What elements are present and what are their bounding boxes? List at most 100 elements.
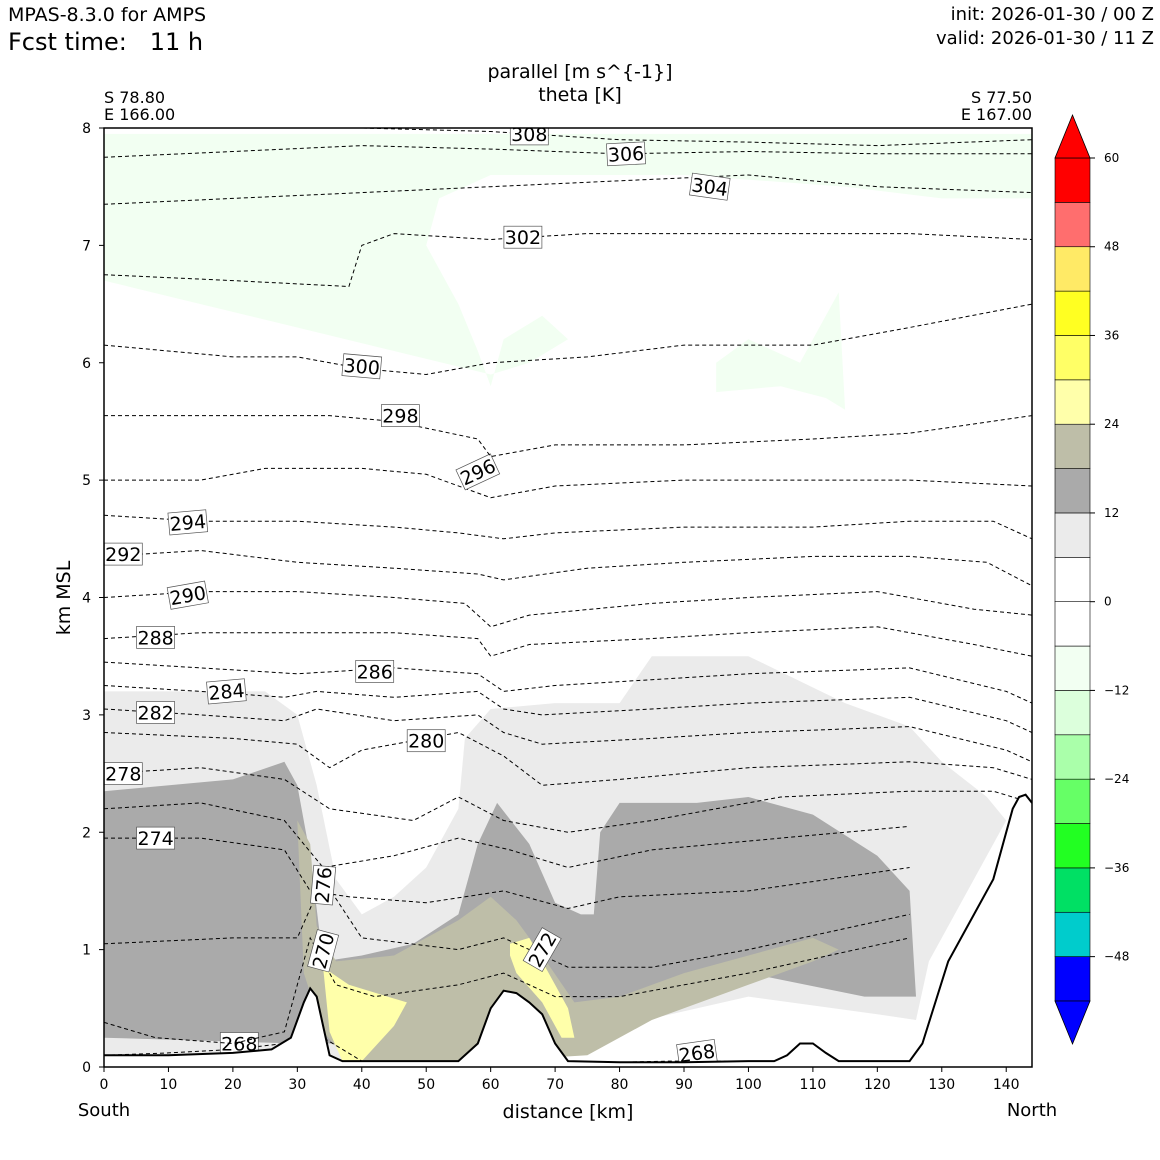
y-tick-label: 3	[82, 708, 91, 724]
theta-contour-label-box	[689, 172, 731, 201]
colorbar-tick-label: 12	[1104, 506, 1119, 520]
theta-contour-line-304	[104, 174, 1032, 205]
colorbar: −48 −36 −24 −12 0 12 24 36 48 60	[1054, 113, 1129, 1046]
x-tick-label: 100	[735, 1077, 762, 1093]
forecast-time-label: Fcst time:	[8, 28, 127, 56]
theta-contour-line-306	[104, 145, 1032, 158]
theta-contour-line-290	[104, 591, 1032, 628]
colorbar-segment	[1054, 423, 1091, 469]
theta-contour-274: 274	[104, 826, 910, 910]
theta-contour-label-290: 290	[166, 580, 209, 610]
forecast-time-value: 11 h	[149, 28, 204, 56]
x-tick-label: 10	[160, 1077, 178, 1093]
theta-contour-306: 306	[104, 141, 1032, 167]
theta-contour-label-300: 300	[341, 353, 383, 380]
theta-contour-308: 308	[339, 124, 1032, 147]
end-lon-label: E 167.00	[961, 105, 1032, 124]
theta-contour-304: 304	[104, 172, 1032, 205]
terrain-fill	[104, 794, 1032, 1067]
theta-contour-label-box	[136, 701, 175, 724]
forecast-time: Fcst time: 11 h	[8, 28, 203, 56]
theta-contour-line-292	[104, 549, 1032, 587]
theta-contour-290: 290	[104, 580, 1032, 628]
theta-contour-label-text: 298	[382, 406, 418, 428]
theta-contour-line-300	[104, 303, 1032, 376]
colorbar-tick-label: 48	[1104, 240, 1119, 254]
theta-contour-line-272	[104, 878, 910, 968]
theta-contour-label-text: 278	[105, 764, 141, 786]
theta-contour-label-text: 306	[607, 143, 644, 167]
start-lon-label: E 166.00	[104, 105, 175, 124]
theta-contour-label-282: 282	[136, 701, 175, 725]
theta-contour-label-box	[509, 128, 549, 146]
x-axis-label: distance [km]	[503, 1101, 634, 1123]
model-title: MPAS-8.3.0 for AMPS	[8, 4, 207, 26]
colorbar-segment	[1054, 557, 1091, 602]
theta-contour-line-284	[104, 685, 1032, 733]
theta-contour-label-278: 278	[104, 762, 143, 786]
theta-contour-label-text: 300	[343, 355, 381, 380]
y-tick-label: 2	[82, 825, 91, 841]
colorbar-under-arrow	[1054, 1000, 1091, 1046]
theta-contour-line-282	[104, 708, 1032, 763]
wind-region-yellow	[510, 937, 575, 1038]
x-tick-label: 130	[928, 1077, 955, 1093]
theta-contour-label-292: 292	[104, 542, 143, 566]
theta-contour-line-286	[104, 661, 1032, 704]
wind-region-tan	[297, 820, 839, 1062]
theta-contour-label-text: 268	[221, 1034, 257, 1056]
theta-contour-label-box	[406, 729, 446, 753]
theta-contour-300: 300	[104, 303, 1032, 380]
colorbar-tick-label: 60	[1104, 151, 1119, 165]
chart-title-line1: parallel [m s^{-1}]	[487, 61, 672, 83]
colorbar-segment	[1054, 867, 1091, 913]
valid-time: valid: 2026-01-30 / 11 Z	[936, 28, 1154, 49]
colorbar-segment	[1054, 690, 1091, 736]
theta-contour-label-284: 284	[206, 678, 247, 705]
chart-title-line2: theta [K]	[538, 84, 622, 106]
x-tick-label: 140	[993, 1077, 1020, 1093]
x-tick-label: 110	[800, 1077, 827, 1093]
y-axis-label: km MSL	[53, 560, 75, 635]
theta-contour-label-286: 286	[355, 660, 395, 683]
x-tick-label: 20	[224, 1077, 242, 1093]
theta-contour-278: 278	[104, 762, 1032, 833]
y-tick-label: 5	[82, 473, 91, 489]
colorbar-segment	[1054, 645, 1091, 691]
theta-contour-line-298	[104, 415, 1032, 458]
colorbar-tick-label: −12	[1104, 683, 1129, 697]
y-tick-label: 8	[82, 121, 91, 137]
theta-contour-label-text: 308	[511, 124, 547, 146]
colorbar-segment	[1054, 734, 1091, 780]
x-tick-label: 60	[482, 1077, 500, 1093]
theta-contour-label-box	[307, 929, 340, 973]
theta-contour-292: 292	[104, 542, 1032, 587]
theta-contour-label-box	[606, 141, 646, 167]
end-lat-label: S 77.50	[971, 88, 1032, 107]
colorbar-segment	[1054, 601, 1091, 647]
theta-contour-label-box	[167, 509, 209, 536]
theta-contour-line-274	[104, 837, 910, 910]
theta-contour-label-288: 288	[136, 626, 175, 649]
colorbar-segment	[1054, 379, 1091, 425]
theta-contour-line-296	[104, 467, 1032, 499]
x-tick-label: 30	[288, 1077, 306, 1093]
x-tick-label: 40	[353, 1077, 371, 1093]
theta-contour-label-box	[455, 453, 501, 491]
theta-contour-label-box	[166, 580, 209, 610]
colorbar-segment	[1054, 157, 1091, 203]
theta-contour-284: 284	[104, 678, 1032, 733]
north-end-label: North	[1007, 1100, 1057, 1121]
wind-region-green_pale	[104, 133, 1032, 387]
theta-contour-label-text: 304	[690, 174, 729, 201]
colorbar-segment	[1054, 468, 1091, 514]
y-tick-label: 0	[82, 1060, 91, 1076]
theta-contour-294: 294	[104, 509, 1032, 540]
theta-contour-label-304: 304	[689, 172, 731, 201]
theta-contour-label-274: 274	[136, 826, 175, 850]
theta-contour-label-box	[341, 353, 383, 380]
colorbar-segment	[1054, 512, 1091, 558]
theta-contour-line-308	[339, 128, 1032, 147]
theta-contour-276: 276	[104, 802, 910, 906]
